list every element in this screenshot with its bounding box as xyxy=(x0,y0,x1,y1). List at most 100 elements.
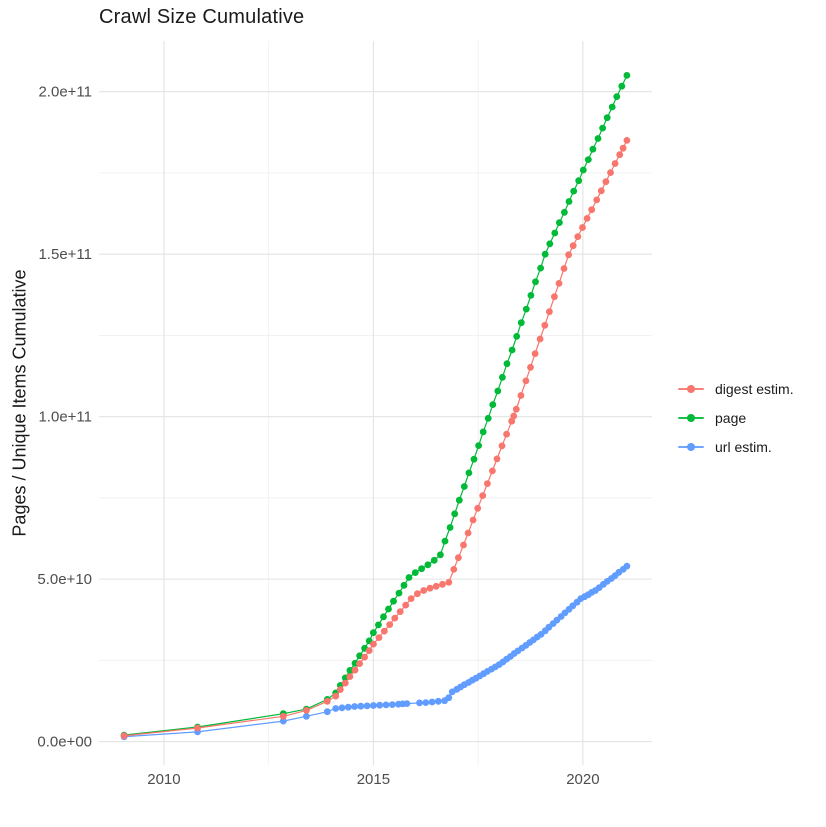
series-digest-estim-point xyxy=(361,653,368,661)
series-page-point xyxy=(424,561,432,569)
series-page-point xyxy=(613,93,621,100)
series-digest-estim-point xyxy=(402,601,410,609)
legend-key-dot xyxy=(687,443,695,451)
series-page-point xyxy=(437,551,444,559)
series-digest-estim-point xyxy=(450,566,458,573)
series-url-estim-point xyxy=(323,708,331,716)
series-page-point xyxy=(494,387,502,395)
y-axis-title: Pages / Unique Items Cumulative xyxy=(9,269,30,537)
series-page-point xyxy=(441,537,449,545)
series-page-point xyxy=(346,667,354,674)
series-page-point xyxy=(546,240,554,248)
series-page-point xyxy=(411,569,419,576)
legend: digest estim. page url estim. xyxy=(678,380,794,456)
series-url-estim-point xyxy=(363,702,371,710)
series-url-estim-point xyxy=(376,701,384,709)
series-digest-estim-point xyxy=(426,584,434,592)
series-digest-estim-point xyxy=(569,242,577,250)
series-page-point xyxy=(513,333,521,340)
series-url-estim-point xyxy=(303,712,310,720)
series-digest-estim-point xyxy=(551,293,558,301)
series-page-point xyxy=(508,346,516,354)
series-page-point xyxy=(608,103,616,111)
series-digest-estim-point xyxy=(517,392,525,399)
series-page-point xyxy=(499,373,506,381)
series-digest-estim-point xyxy=(445,579,453,586)
series-url-estim-point xyxy=(388,701,396,708)
series-digest-estim-point xyxy=(356,660,363,667)
series-page-point xyxy=(565,198,573,205)
series-digest-estim-point xyxy=(391,614,399,622)
series-page-point xyxy=(584,156,592,164)
series-url-estim-point xyxy=(344,703,352,711)
series-digest-estim-point xyxy=(616,151,624,159)
legend-item-digest-estim: digest estim. xyxy=(678,380,794,398)
series-digest-estim-point xyxy=(489,467,496,475)
series-digest-estim-point xyxy=(522,377,530,385)
series-digest-estim-point xyxy=(323,697,331,705)
series-page-point xyxy=(599,124,606,132)
series-digest-estim-point xyxy=(351,666,359,674)
series-digest-estim-point xyxy=(420,587,428,594)
series-digest-estim-point xyxy=(194,724,201,732)
y-tick-label: 1.0e+11 xyxy=(38,409,92,426)
series-digest-estim-point xyxy=(370,640,377,648)
series-url-estim-point xyxy=(403,700,411,707)
series-digest-estim-point xyxy=(498,442,506,450)
series-digest-estim-point xyxy=(531,350,539,357)
series-digest-estim-point xyxy=(607,169,614,177)
series-url-estim-point xyxy=(445,694,453,702)
series-page-point xyxy=(532,278,539,286)
series-digest-estim-point xyxy=(560,265,568,272)
series-digest-estim-point xyxy=(593,196,601,204)
series-page-point xyxy=(375,621,382,629)
series-page-point xyxy=(380,613,387,621)
series-digest-estim-point xyxy=(460,541,467,549)
series-digest-estim-point xyxy=(565,251,572,259)
series-url-estim-point xyxy=(370,702,377,709)
series-page-point xyxy=(575,177,583,185)
series-digest-estim-point xyxy=(512,405,520,413)
series-url-estim-point xyxy=(623,562,631,570)
series-url-estim-point xyxy=(332,705,340,712)
series-page-point xyxy=(589,145,597,153)
series-digest-estim-point xyxy=(336,686,344,693)
plot-title: Crawl Size Cumulative xyxy=(99,6,305,28)
series-url-estim-point xyxy=(416,699,423,707)
series-digest-estim-point xyxy=(602,178,610,186)
series-digest-estim-point xyxy=(120,732,128,740)
series-digest-estim-point xyxy=(455,554,462,562)
series-page-point xyxy=(465,469,473,477)
series-digest-estim-point xyxy=(527,363,534,371)
series-digest-estim-point xyxy=(365,647,373,654)
y-tick-label: 5.0e+10 xyxy=(37,571,92,588)
series-digest-estim-point xyxy=(464,529,472,537)
series-page-point xyxy=(390,597,397,605)
series-page-point xyxy=(430,556,438,564)
series-page-point xyxy=(503,360,511,368)
series-url-estim-point xyxy=(338,704,346,712)
legend-item-label: digest estim. xyxy=(715,381,794,397)
y-tick-label: 2.0e+11 xyxy=(38,84,92,101)
series-page-point xyxy=(370,629,377,637)
series-digest-estim-point xyxy=(574,233,582,241)
legend-key-icon xyxy=(678,381,704,397)
legend-item-label: url estim. xyxy=(715,439,772,455)
legend-item-label: page xyxy=(715,410,747,426)
series-digest-estim-point xyxy=(414,590,421,598)
series-digest-estim-point xyxy=(332,692,340,700)
series-digest-estim-point xyxy=(380,627,388,635)
series-digest-estim-point xyxy=(579,224,586,231)
series-page-point xyxy=(618,82,626,90)
series-url-estim-point xyxy=(357,702,365,710)
series-page-point xyxy=(385,605,392,613)
series-url-estim-point xyxy=(434,697,442,705)
series-page-point xyxy=(561,208,568,216)
series-digest-estim-point xyxy=(541,321,549,329)
series-page-point xyxy=(455,496,463,504)
x-tick-label: 2020 xyxy=(566,771,599,788)
series-digest-estim-point xyxy=(493,455,501,463)
series-page-point xyxy=(579,166,587,174)
series-digest-estim-point xyxy=(469,516,477,524)
